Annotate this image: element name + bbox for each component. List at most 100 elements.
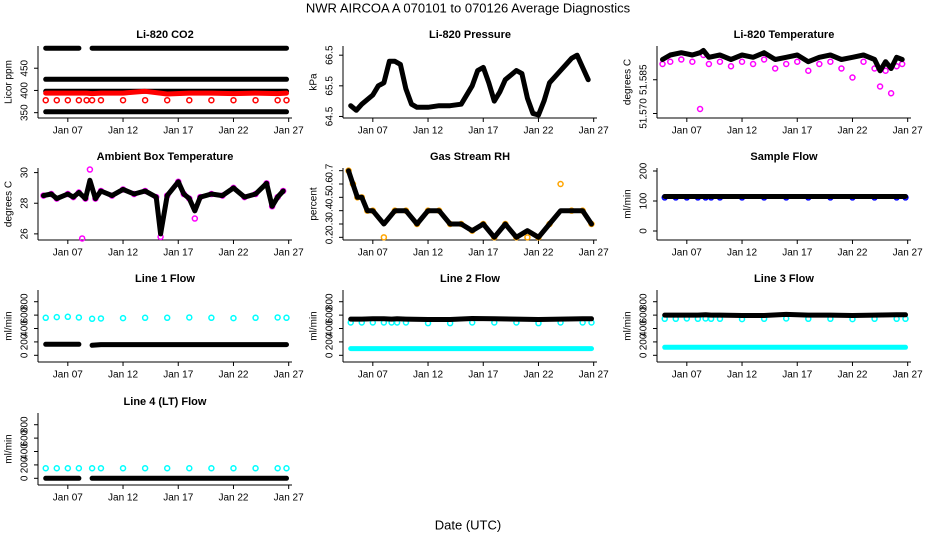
data-point bbox=[53, 96, 61, 104]
x-tick-label: Jan 22 bbox=[218, 126, 248, 137]
data-point bbox=[208, 465, 215, 472]
panel-title: Line 4 (LT) Flow bbox=[124, 396, 207, 408]
data-point bbox=[75, 465, 83, 472]
data-point bbox=[53, 313, 61, 321]
x-tick-label: Jan 07 bbox=[358, 248, 388, 259]
y-tick-label: 51.585 bbox=[639, 64, 650, 95]
panel-title: Li-820 CO2 bbox=[136, 29, 193, 41]
data-point bbox=[208, 314, 215, 322]
data-point bbox=[119, 465, 127, 472]
data-point bbox=[88, 465, 96, 472]
data-point bbox=[838, 65, 845, 72]
data-point bbox=[816, 60, 823, 68]
x-tick-label: Jan 17 bbox=[468, 126, 498, 137]
y-axis-label: Licor ppm bbox=[4, 60, 15, 104]
y-tick-label: 400 bbox=[20, 443, 31, 460]
y-tick-label: 400 bbox=[20, 320, 31, 337]
data-point bbox=[782, 60, 790, 68]
x-tick-label: Jan 07 bbox=[53, 493, 83, 504]
y-tick-label: 0.2 bbox=[325, 230, 336, 244]
data-point bbox=[738, 58, 746, 65]
x-tick-label: Jan 17 bbox=[468, 248, 498, 259]
data-point bbox=[860, 58, 867, 65]
x-tick-label: Jan 22 bbox=[837, 248, 867, 259]
data-line bbox=[346, 168, 594, 240]
x-tick-label: Jan 27 bbox=[579, 370, 609, 381]
data-point bbox=[283, 314, 290, 322]
x-tick-label: Jan 17 bbox=[163, 493, 193, 504]
y-tick-label: 0.6 bbox=[325, 177, 336, 191]
x-tick-label: Jan 07 bbox=[358, 126, 388, 137]
y-tick-label: 200 bbox=[639, 333, 650, 350]
x-tick-label: Jan 12 bbox=[108, 370, 138, 381]
y-tick-label: 600 bbox=[639, 306, 650, 323]
y-axis-label: ml/min bbox=[309, 311, 320, 340]
data-point bbox=[380, 234, 388, 241]
data-point bbox=[88, 315, 96, 323]
x-tick-label: Jan 27 bbox=[274, 493, 304, 504]
data-point bbox=[659, 60, 666, 68]
y-tick-label: 0.4 bbox=[325, 203, 336, 217]
y-tick-label: 600 bbox=[20, 306, 31, 323]
x-tick-label: Jan 12 bbox=[413, 126, 443, 137]
data-line bbox=[348, 52, 591, 118]
data-point bbox=[97, 96, 105, 104]
y-axis-label: ml/min bbox=[623, 311, 634, 340]
data-point bbox=[163, 96, 171, 104]
data-point bbox=[849, 74, 856, 81]
x-tick-label: Jan 27 bbox=[274, 370, 304, 381]
y-tick-label: 65.5 bbox=[325, 76, 336, 96]
data-line bbox=[41, 177, 286, 237]
x-tick-label: Jan 07 bbox=[672, 126, 702, 137]
data-point bbox=[75, 314, 83, 321]
data-line bbox=[660, 48, 905, 74]
y-tick-label: 51.570 bbox=[639, 98, 650, 129]
x-tick-label: Jan 07 bbox=[53, 248, 83, 259]
y-tick-label: 400 bbox=[639, 320, 650, 337]
y-tick-label: 100 bbox=[639, 192, 650, 209]
y-tick-label: 28 bbox=[20, 197, 31, 209]
data-point bbox=[760, 56, 768, 63]
x-axis-label: Date (UTC) bbox=[435, 517, 501, 532]
data-point bbox=[163, 465, 171, 472]
data-point bbox=[230, 96, 237, 104]
data-point bbox=[771, 65, 779, 72]
y-tick-label: 800 bbox=[20, 416, 31, 433]
x-tick-label: Jan 22 bbox=[837, 126, 867, 137]
y-tick-label: 800 bbox=[325, 293, 336, 310]
x-tick-label: Jan 22 bbox=[218, 248, 248, 259]
data-point bbox=[716, 58, 724, 65]
y-tick-label: 200 bbox=[20, 456, 31, 473]
data-point bbox=[827, 58, 834, 65]
x-tick-label: Jan 07 bbox=[53, 370, 83, 381]
y-axis-label: percent bbox=[309, 187, 320, 221]
data-line bbox=[348, 316, 594, 322]
y-tick-label: 26 bbox=[20, 228, 31, 240]
x-tick-label: Jan 22 bbox=[837, 370, 867, 381]
data-point bbox=[42, 465, 49, 472]
data-point bbox=[83, 96, 90, 104]
data-point bbox=[230, 465, 237, 472]
data-point bbox=[163, 314, 171, 322]
x-tick-label: Jan 12 bbox=[108, 126, 138, 137]
data-point bbox=[705, 60, 713, 68]
y-tick-label: 600 bbox=[325, 306, 336, 323]
x-tick-label: Jan 27 bbox=[893, 248, 923, 259]
panel-title: Ambient Box Temperature bbox=[97, 151, 234, 163]
x-tick-label: Jan 27 bbox=[274, 126, 304, 137]
x-tick-label: Jan 12 bbox=[413, 248, 443, 259]
data-line bbox=[43, 341, 289, 348]
data-point bbox=[42, 96, 49, 104]
x-tick-label: Jan 12 bbox=[108, 493, 138, 504]
x-tick-label: Jan 07 bbox=[672, 370, 702, 381]
y-tick-label: 400 bbox=[325, 320, 336, 337]
data-point bbox=[274, 314, 281, 321]
data-point bbox=[887, 90, 895, 97]
x-tick-label: Jan 17 bbox=[163, 126, 193, 137]
y-axis-label: ml/min bbox=[623, 189, 634, 218]
data-point bbox=[805, 67, 812, 74]
y-tick-label: 450 bbox=[20, 59, 31, 76]
y-tick-label: 400 bbox=[20, 82, 31, 99]
panel-title: Li-820 Pressure bbox=[429, 29, 511, 41]
y-tick-label: 0 bbox=[639, 228, 650, 234]
